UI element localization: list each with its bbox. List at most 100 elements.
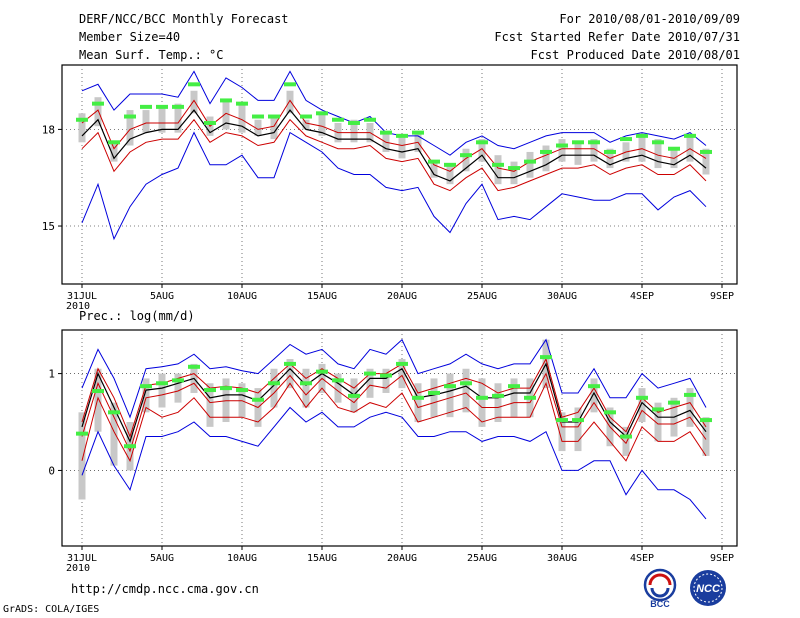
- forecast-period: For 2010/08/01-2010/09/09: [559, 12, 740, 26]
- marker-point: [412, 395, 424, 400]
- marker-point: [620, 137, 632, 142]
- marker-point: [300, 114, 312, 119]
- spread-box: [494, 155, 502, 185]
- marker-point: [396, 361, 408, 366]
- bcc-logo: BCC: [643, 568, 677, 608]
- marker-point: [108, 140, 120, 145]
- spread-box: [478, 139, 486, 162]
- x-tick-label: 20AUG: [387, 553, 417, 564]
- spread-box: [590, 378, 598, 413]
- marker-point: [300, 381, 312, 386]
- spread-box: [222, 100, 230, 130]
- marker-point: [172, 378, 184, 383]
- marker-point: [364, 371, 376, 376]
- marker-point: [348, 393, 360, 398]
- marker-point: [460, 153, 472, 158]
- marker-point: [364, 117, 376, 122]
- spread-box: [334, 373, 342, 403]
- x-tick-label: 25AUG: [467, 291, 497, 302]
- precipitation-panel: 31JUL 5AUG 10AUG 15AUG 20AUG 25AUG 30AUG 4SEP 9S…: [48, 329, 738, 574]
- marker-point: [204, 120, 216, 125]
- marker-point: [188, 364, 200, 369]
- marker-point: [652, 407, 664, 412]
- marker-point: [668, 146, 680, 151]
- x-tick-label: 5AUG: [150, 553, 174, 564]
- marker-point: [684, 392, 696, 397]
- spread-box: [446, 373, 454, 418]
- spread-box: [286, 90, 294, 114]
- marker-point: [492, 162, 504, 167]
- marker-point: [412, 130, 424, 135]
- series-line-median: [81, 109, 707, 182]
- marker-point: [476, 395, 488, 400]
- spread-box: [302, 119, 310, 130]
- spread-box: [430, 161, 438, 178]
- spread-box: [94, 368, 102, 432]
- ncc-logo: NCC: [690, 570, 726, 606]
- marker-point: [508, 384, 520, 389]
- marker-point: [684, 133, 696, 138]
- series-line-min: [81, 406, 707, 520]
- marker-point: [236, 101, 248, 106]
- spread-box: [270, 368, 278, 408]
- spread-box: [366, 368, 374, 398]
- variable-label: Mean Surf. Temp.: °C: [79, 48, 224, 62]
- marker-point: [540, 149, 552, 154]
- marker-point: [396, 133, 408, 138]
- member-size: Member Size=40: [79, 30, 181, 44]
- x-tick-label: 9SEP: [710, 291, 734, 302]
- website-url[interactable]: http://cmdp.ncc.cma.gov.cn: [71, 582, 259, 596]
- spread-box: [702, 148, 710, 175]
- spread-box: [254, 119, 262, 136]
- x-tick-label: 4SEP: [630, 553, 654, 564]
- marker-point: [444, 384, 456, 389]
- marker-point: [604, 410, 616, 415]
- marker-point: [428, 159, 440, 164]
- marker-point: [76, 117, 88, 122]
- marker-point: [668, 400, 680, 405]
- x-tick-label: 5AUG: [150, 291, 174, 302]
- spread-box: [622, 426, 630, 456]
- spread-box: [446, 164, 454, 185]
- spread-box: [382, 368, 390, 393]
- marker-point: [620, 434, 632, 439]
- spread-box: [94, 97, 102, 127]
- x-tick-label: 10AUG: [227, 553, 257, 564]
- spread-box: [686, 388, 694, 427]
- spread-box: [110, 402, 118, 466]
- spread-box: [318, 113, 326, 136]
- series-line-max: [81, 70, 707, 156]
- marker-point: [604, 149, 616, 154]
- ncc-logo-text: NCC: [696, 583, 721, 595]
- marker-point: [284, 82, 296, 87]
- plot-frame: [61, 64, 738, 285]
- spread-box: [494, 383, 502, 423]
- spread-box: [126, 110, 134, 146]
- x-tick-label: 30AUG: [547, 553, 577, 564]
- marker-point: [156, 104, 168, 109]
- grads-credit: GrADS: COLA/IGES: [3, 604, 100, 615]
- x-tick-label: 31JUL: [67, 553, 97, 564]
- spread-box: [462, 368, 470, 413]
- marker-point: [284, 361, 296, 366]
- forecast-start-date: Fcst Started Refer Date 2010/07/31: [494, 30, 740, 44]
- y-tick-label: 0: [48, 464, 55, 477]
- spread-box: [590, 139, 598, 162]
- spread-box: [430, 378, 438, 418]
- spread-box: [174, 103, 182, 133]
- marker-point: [140, 104, 152, 109]
- spread-box: [286, 359, 294, 389]
- series-line-p10: [81, 381, 707, 463]
- marker-point: [524, 159, 536, 164]
- marker-point: [652, 140, 664, 145]
- spread-box: [558, 412, 566, 452]
- marker-point: [460, 381, 472, 386]
- marker-point: [700, 149, 712, 154]
- spread-box: [350, 119, 358, 143]
- spread-box: [158, 106, 166, 133]
- marker-point: [508, 166, 520, 171]
- spread-box: [110, 142, 118, 162]
- marker-point: [252, 114, 264, 119]
- spread-box: [574, 142, 582, 165]
